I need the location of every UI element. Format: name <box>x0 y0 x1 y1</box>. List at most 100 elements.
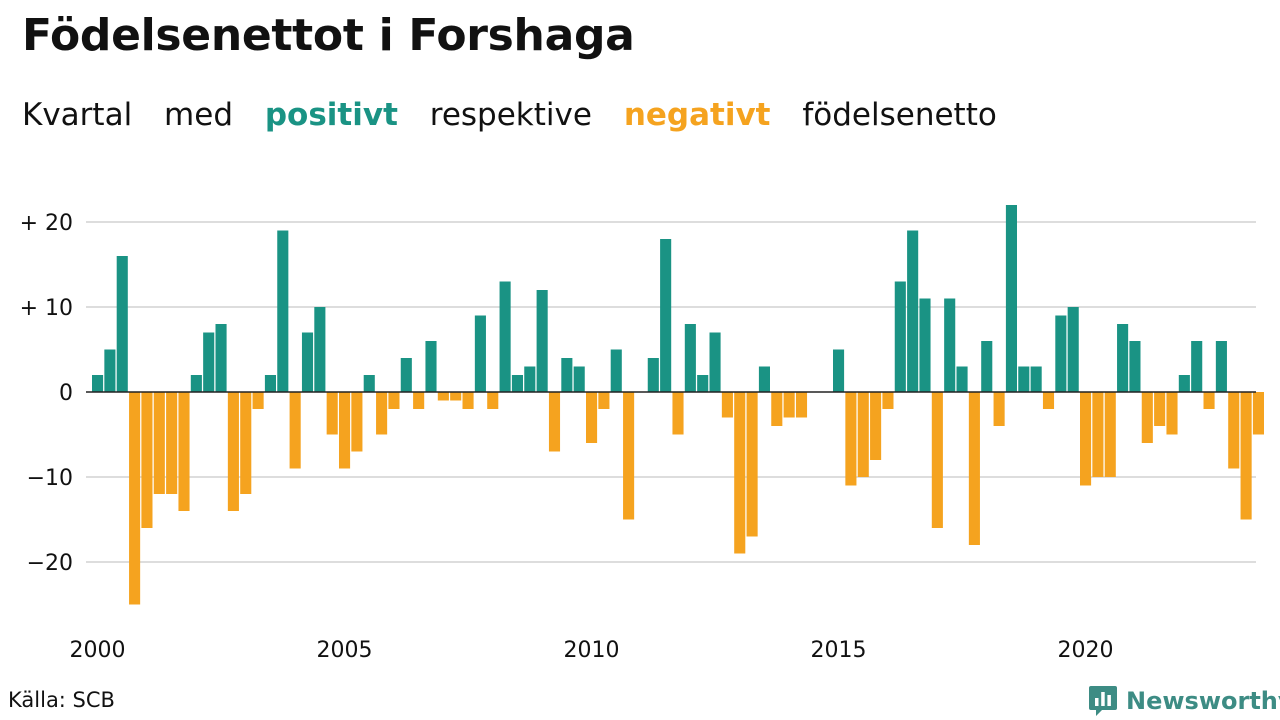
bar <box>1030 366 1042 392</box>
bar <box>783 392 795 418</box>
bar <box>561 358 573 392</box>
bar <box>413 392 425 409</box>
bar <box>907 230 919 392</box>
bar <box>734 392 746 554</box>
bar <box>1228 392 1240 469</box>
bar <box>833 349 845 392</box>
bar <box>1166 392 1178 435</box>
x-tick-label: 2005 <box>317 638 373 663</box>
x-tick-label: 2010 <box>564 638 620 663</box>
x-axis-labels: 2000 2005 2010 2015 2020 <box>70 638 1114 663</box>
bar <box>1203 392 1215 409</box>
x-tick-label: 2015 <box>811 638 867 663</box>
bar <box>919 298 931 392</box>
bar <box>758 366 770 392</box>
bar <box>474 315 486 392</box>
x-tick-label: 2020 <box>1058 638 1114 663</box>
bar <box>746 392 758 537</box>
bar <box>1055 315 1067 392</box>
subtitle-negative-key: negativt <box>623 97 771 133</box>
chart-subtitle: Kvartal med positivt respektive negativt… <box>22 97 1019 133</box>
bar <box>252 392 264 409</box>
source-note: Källa: SCB <box>8 688 115 712</box>
bar <box>684 324 696 392</box>
bar <box>92 375 104 392</box>
bar <box>277 230 289 392</box>
bar <box>956 366 968 392</box>
bar <box>289 392 301 469</box>
bar <box>647 358 659 392</box>
bar <box>1154 392 1166 426</box>
bar <box>1018 366 1030 392</box>
bar <box>771 392 783 426</box>
bar <box>190 375 202 392</box>
bar <box>993 392 1005 426</box>
bar <box>166 392 178 494</box>
bar <box>326 392 338 435</box>
y-tick-label: + 20 <box>20 211 73 236</box>
x-tick-label: 2000 <box>70 638 126 663</box>
chart-title: Födelsenettot i Forshaga <box>22 10 635 61</box>
bar <box>1191 341 1203 392</box>
bar <box>894 281 906 392</box>
brand-name: Newsworthy <box>1126 687 1280 715</box>
subtitle-positive-key: positivt <box>264 97 398 133</box>
bar <box>314 307 326 392</box>
bar <box>1005 205 1017 392</box>
bar <box>709 332 721 392</box>
bar <box>981 341 993 392</box>
bar <box>1042 392 1055 409</box>
bar <box>487 392 499 409</box>
bar <box>857 392 869 477</box>
bar <box>1240 392 1252 520</box>
bar <box>721 392 733 418</box>
bar <box>795 392 808 418</box>
bar <box>1215 341 1227 392</box>
bar <box>524 366 536 392</box>
y-tick-label: −10 <box>27 466 73 491</box>
bar <box>104 349 116 392</box>
gridlines <box>86 221 1256 563</box>
bar <box>1092 392 1104 477</box>
bar <box>1129 341 1141 392</box>
bar <box>388 392 400 409</box>
bar <box>462 392 474 409</box>
bar <box>623 392 635 520</box>
bar <box>141 392 153 528</box>
bar <box>339 392 351 469</box>
bar <box>931 392 943 528</box>
bar <box>203 332 215 392</box>
y-tick-label: 0 <box>59 381 73 406</box>
subtitle-word-natural-change: födelsenetto <box>802 97 997 133</box>
y-tick-label: −20 <box>27 551 73 576</box>
bar <box>845 392 857 486</box>
bar <box>870 392 882 460</box>
bar <box>1178 375 1190 392</box>
bar <box>363 375 375 392</box>
bar <box>944 298 956 392</box>
bar <box>499 281 511 392</box>
bar <box>116 256 128 392</box>
brand-logo[interactable]: Newsworthy <box>1088 684 1280 718</box>
bar <box>697 375 709 392</box>
bar <box>129 392 141 605</box>
bar <box>1141 392 1153 443</box>
bar <box>1117 324 1129 392</box>
bar <box>660 239 672 392</box>
bar <box>425 341 437 392</box>
bar <box>1252 392 1264 435</box>
bar <box>215 324 227 392</box>
bar <box>178 392 190 511</box>
bar <box>264 375 276 392</box>
bar <box>227 392 239 511</box>
bar <box>376 392 388 435</box>
bar <box>573 366 585 392</box>
bar <box>153 392 165 494</box>
bar <box>1104 392 1116 477</box>
bar <box>968 392 980 545</box>
bar <box>1080 392 1092 486</box>
bar <box>437 392 449 401</box>
bar <box>450 392 462 401</box>
bar <box>598 392 610 409</box>
bar <box>610 349 622 392</box>
